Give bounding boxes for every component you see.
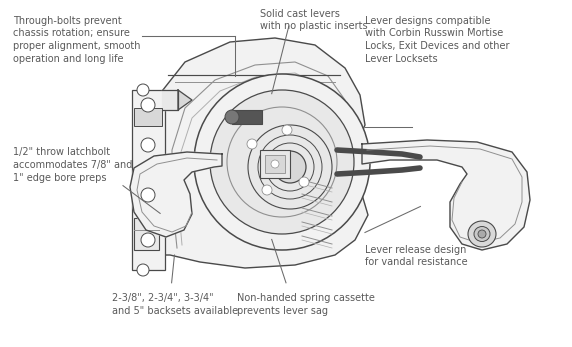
Circle shape [194, 74, 370, 250]
Bar [134, 218, 159, 250]
Text: Lever release design
for vandal resistance: Lever release design for vandal resistan… [365, 245, 467, 268]
Circle shape [137, 264, 149, 276]
Polygon shape [178, 90, 192, 110]
Text: Lever designs compatible
with Corbin Russwin Mortise
Locks, Exit Devices and oth: Lever designs compatible with Corbin Rus… [365, 16, 510, 64]
Polygon shape [148, 38, 368, 268]
Polygon shape [130, 152, 222, 237]
Text: Non-handed spring cassette
prevents lever sag: Non-handed spring cassette prevents leve… [237, 293, 375, 316]
Text: 1/2" throw latchbolt
accommodates 7/8" and
1" edge bore preps: 1/2" throw latchbolt accommodates 7/8" a… [13, 147, 132, 183]
Circle shape [247, 139, 257, 149]
Circle shape [141, 188, 155, 202]
Bar [134, 108, 162, 126]
Circle shape [141, 98, 155, 112]
Bar [265, 155, 285, 173]
Circle shape [271, 160, 279, 168]
Bar [132, 90, 165, 270]
Text: Through-bolts prevent
chassis rotation; ensure
proper alignment, smooth
operatio: Through-bolts prevent chassis rotation; … [13, 16, 140, 64]
Circle shape [478, 230, 486, 238]
Circle shape [262, 185, 272, 195]
Circle shape [225, 110, 239, 124]
Text: Solid cast levers
with no plastic inserts: Solid cast levers with no plastic insert… [260, 9, 368, 32]
Circle shape [210, 90, 354, 234]
Polygon shape [362, 140, 530, 250]
Ellipse shape [474, 227, 490, 242]
Ellipse shape [468, 221, 496, 247]
Text: 2-3/8", 2-3/4", 3-3/4"
and 5" backsets available: 2-3/8", 2-3/4", 3-3/4" and 5" backsets a… [112, 293, 237, 316]
Bar [232, 110, 262, 124]
Circle shape [137, 84, 149, 96]
Circle shape [282, 125, 292, 135]
Circle shape [141, 233, 155, 247]
Bar [260, 150, 290, 178]
Circle shape [274, 151, 306, 183]
Polygon shape [162, 90, 178, 110]
Circle shape [141, 138, 155, 152]
Circle shape [227, 107, 337, 217]
Circle shape [299, 177, 309, 187]
